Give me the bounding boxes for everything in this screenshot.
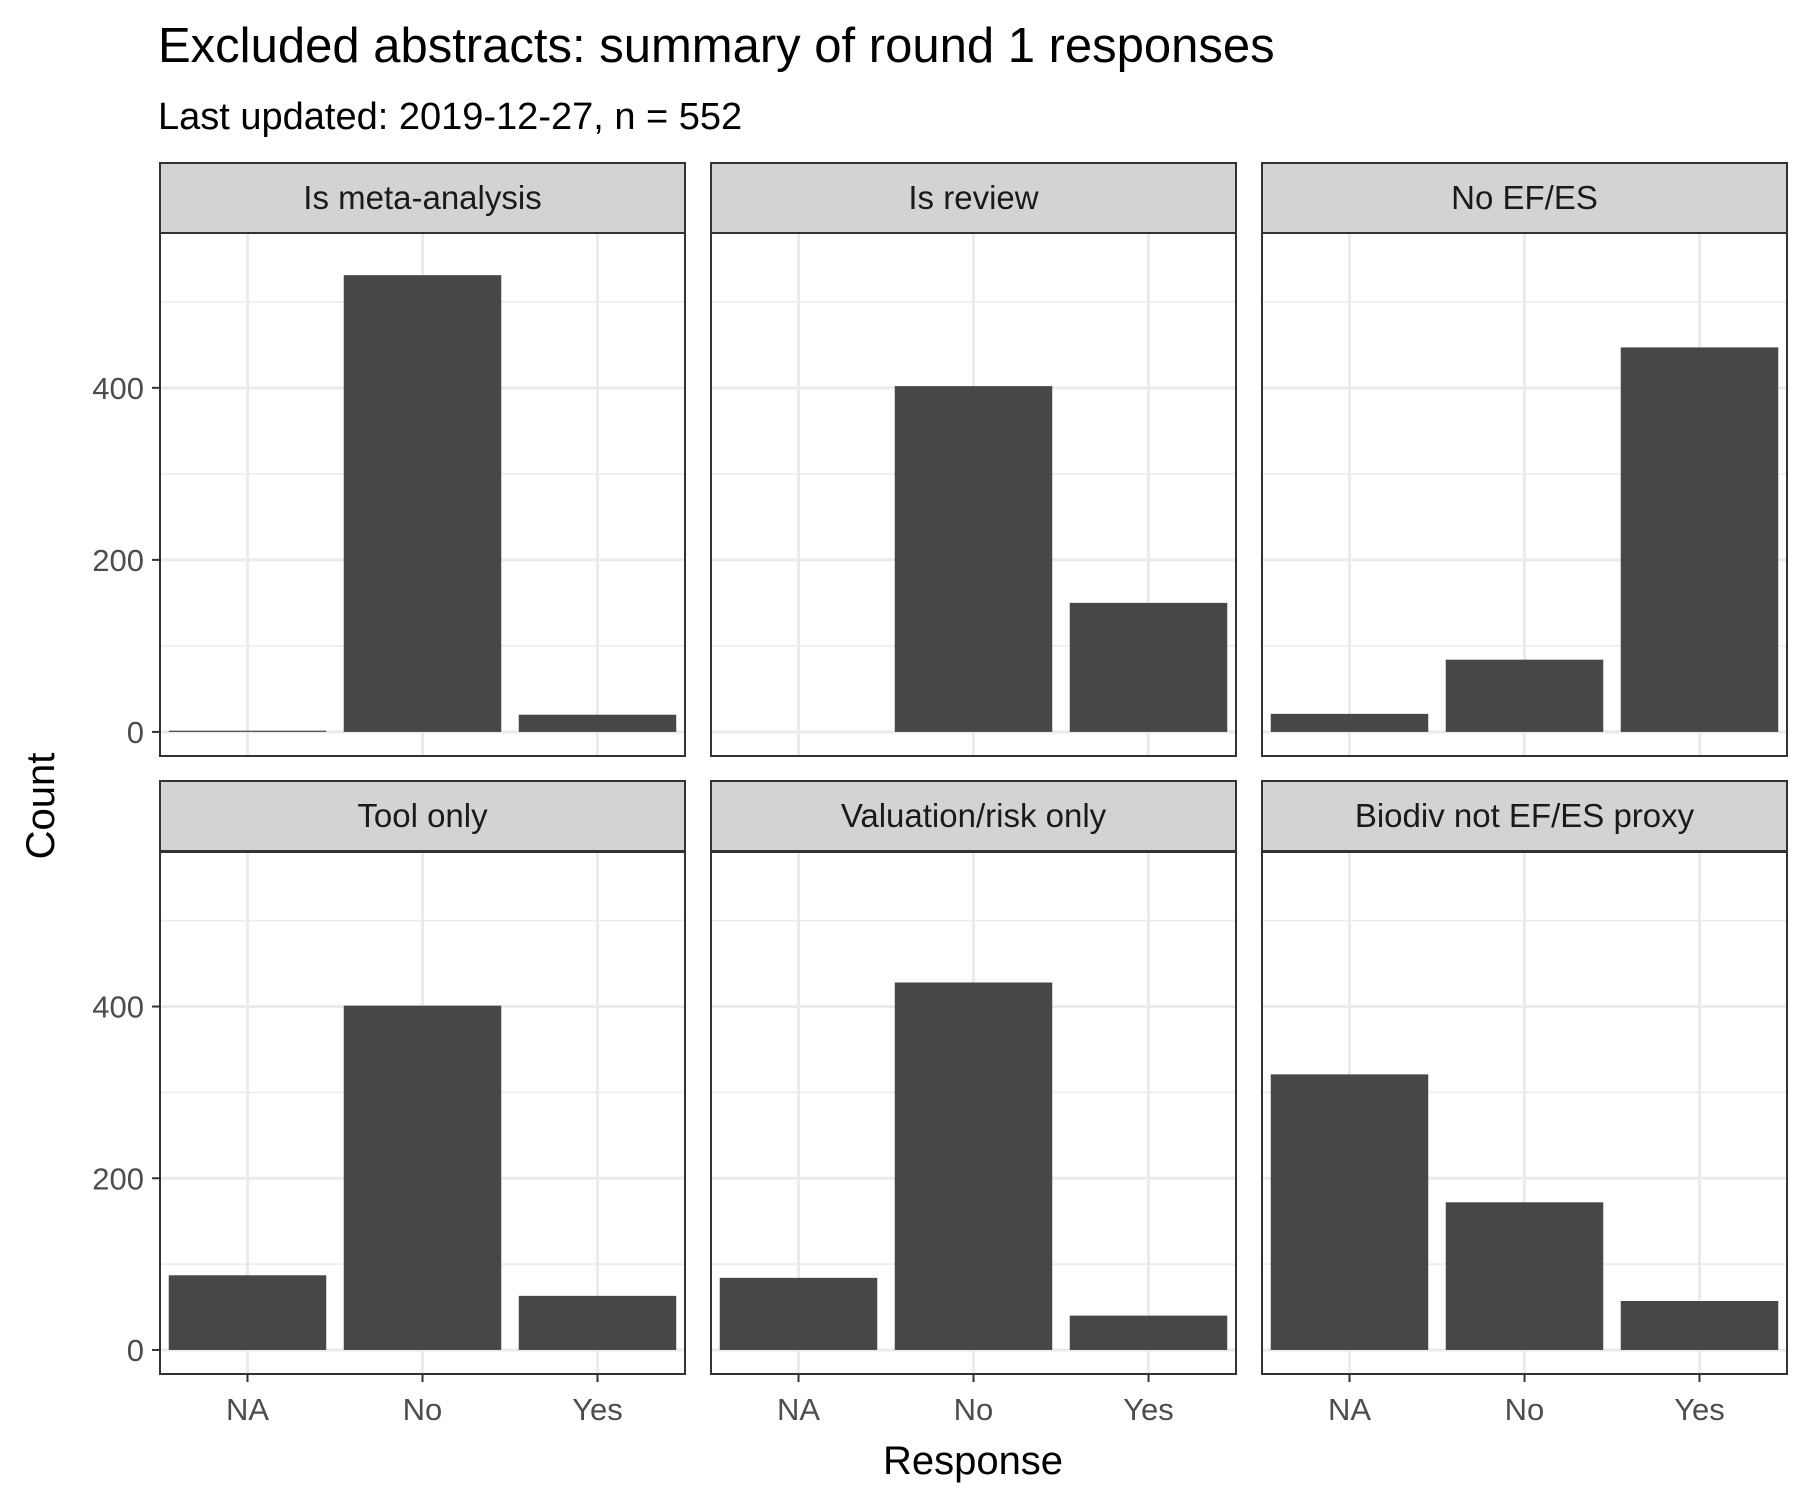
facet-5: Valuation/risk only NA No Yes [710, 780, 1237, 1427]
x-tick-label: Yes [1123, 1392, 1174, 1427]
facet-4: Tool only 0 200 400 NA No Yes [92, 780, 686, 1427]
facet-2: Is review [710, 162, 1237, 757]
facet-1: Is meta-analysis 0 200 400 [92, 162, 686, 757]
x-tick-label: Yes [1674, 1392, 1725, 1427]
panel-border [710, 232, 1237, 757]
y-tick-label: 0 [127, 715, 144, 750]
x-tick-label: Yes [572, 1392, 623, 1427]
x-tick-label: NA [777, 1392, 820, 1427]
facet-strip-label: Biodiv not EF/ES proxy [1355, 797, 1695, 834]
bar-no [1445, 659, 1604, 732]
bar-na [168, 1275, 327, 1350]
bar-no [343, 275, 502, 732]
bar-na [168, 730, 327, 732]
y-tick-label: 200 [92, 1161, 144, 1196]
facet-strip [159, 162, 686, 234]
facet-strip-label: No EF/ES [1451, 179, 1598, 216]
chart-title: Excluded abstracts: summary of round 1 r… [158, 19, 1275, 73]
x-tick-label: No [403, 1392, 443, 1427]
bar-yes [518, 714, 677, 732]
x-tick-label: No [954, 1392, 994, 1427]
facet-strip-label: Tool only [357, 797, 488, 834]
chart-subtitle: Last updated: 2019-12-27, n = 552 [158, 96, 742, 138]
bar-no [894, 386, 1053, 732]
facet-strip-label: Is review [908, 179, 1038, 216]
bar-yes [1069, 1315, 1228, 1350]
bar-no [894, 982, 1053, 1350]
bar-na [1270, 1074, 1429, 1350]
facet-strip-label: Is meta-analysis [303, 179, 541, 216]
bar-yes [1069, 602, 1228, 732]
bar-no [1445, 1202, 1604, 1350]
y-tick-label: 400 [92, 990, 144, 1025]
x-tick-label: NA [226, 1392, 269, 1427]
bar-yes [1620, 1301, 1779, 1350]
bar-na [719, 1277, 878, 1350]
bar-no [343, 1005, 502, 1350]
facet-strip [710, 162, 1237, 234]
x-axis-title: Response [883, 1439, 1063, 1483]
y-axis-title: Count [19, 753, 63, 860]
bar-yes [518, 1295, 677, 1350]
y-tick-label: 400 [92, 371, 144, 406]
facet-strip [710, 780, 1237, 852]
facet-panels: Is meta-analysis 0 200 400 Is review No EF/ES… [92, 162, 1788, 1427]
bar-na [1270, 713, 1429, 732]
facet-3: No EF/ES [1261, 162, 1788, 757]
facet-6: Biodiv not EF/ES proxy NA No Yes [1261, 780, 1788, 1427]
panel-border [1261, 232, 1788, 757]
y-tick-label: 200 [92, 543, 144, 578]
panel-border [159, 232, 686, 757]
x-tick-label: No [1505, 1392, 1545, 1427]
facet-strip-label: Valuation/risk only [841, 797, 1107, 834]
facet-strip [1261, 162, 1788, 234]
bar-yes [1620, 347, 1779, 732]
x-tick-label: NA [1328, 1392, 1371, 1427]
y-tick-label: 0 [127, 1333, 144, 1368]
